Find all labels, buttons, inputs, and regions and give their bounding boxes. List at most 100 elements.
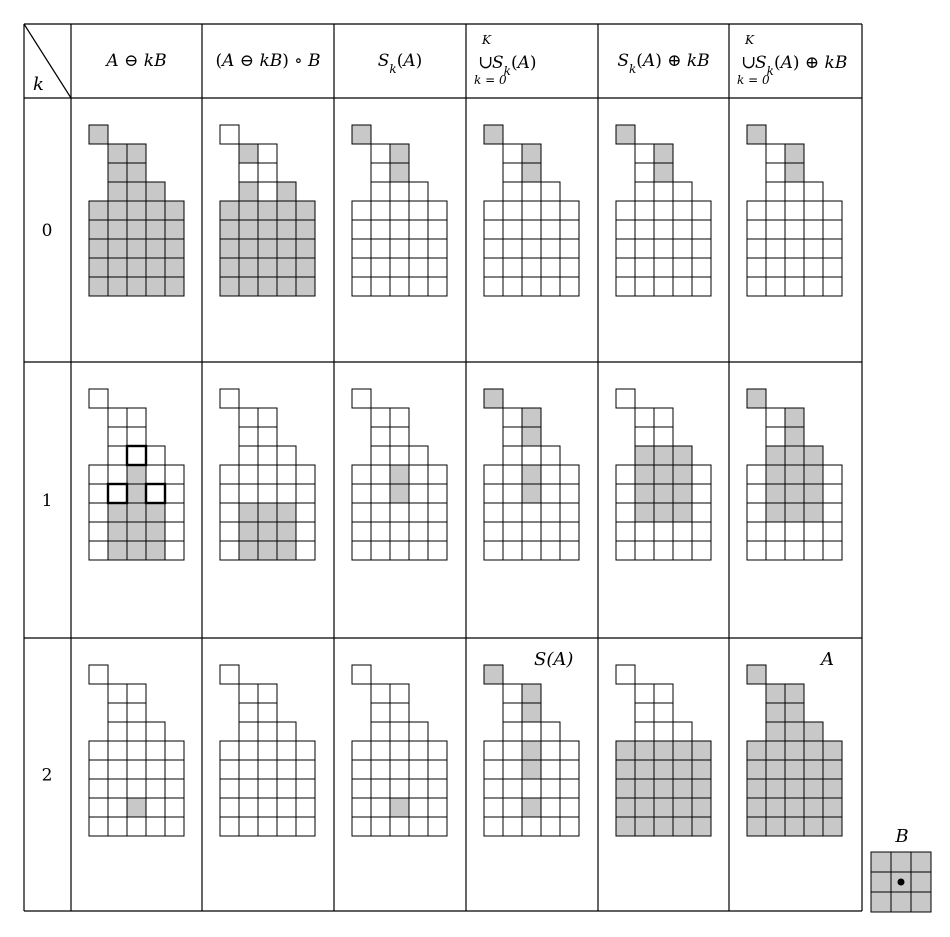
pixel-empty <box>295 540 316 561</box>
pixel-empty <box>145 778 166 799</box>
union-lower-limit: k = 0 <box>737 73 770 87</box>
pixel-shaded <box>351 124 372 145</box>
pixel-empty <box>540 740 561 761</box>
pixel-empty <box>257 683 278 704</box>
pixel-shaded <box>634 464 655 485</box>
grid-figure: S(A) <box>483 649 580 837</box>
pixel-empty <box>389 276 410 297</box>
column-header-expression: Sk(A) ⊕ kB <box>755 53 847 78</box>
pixel-shaded <box>653 464 674 485</box>
pixel-empty <box>389 721 410 742</box>
pixel-empty <box>521 276 542 297</box>
pixel-empty <box>295 778 316 799</box>
pixel-shaded <box>126 257 147 278</box>
pixel-empty <box>502 200 523 221</box>
pixel-shaded <box>634 483 655 504</box>
pixel-shaded <box>238 502 259 523</box>
grid-figure <box>746 388 843 561</box>
origin-dot <box>897 878 905 886</box>
pixel-empty <box>784 257 805 278</box>
pixel-empty <box>145 464 166 485</box>
pixel-shaded <box>615 816 636 837</box>
pixel-empty <box>483 759 504 780</box>
grid-figure <box>88 664 185 837</box>
pixel-empty <box>765 407 786 428</box>
pixel-empty <box>145 740 166 761</box>
pixel-empty <box>257 740 278 761</box>
pixel-empty <box>107 740 128 761</box>
pixel-empty <box>765 143 786 164</box>
pixel-empty <box>784 181 805 202</box>
pixel-empty <box>276 483 297 504</box>
pixel-empty <box>653 257 674 278</box>
pixel-empty <box>483 219 504 240</box>
union-lower-limit: k = 0 <box>474 73 507 87</box>
pixel-shaded <box>765 816 786 837</box>
pixel-empty <box>427 759 448 780</box>
pixel-shaded <box>691 778 712 799</box>
pixel-shaded <box>822 797 843 818</box>
pixel-shaded <box>276 219 297 240</box>
pixel-empty <box>219 124 240 145</box>
pixel-shaded <box>672 483 693 504</box>
corner-diagonal <box>23 23 72 99</box>
pixel-shaded <box>784 162 805 183</box>
row-label-k: 2 <box>42 766 53 786</box>
pixel-empty <box>389 740 410 761</box>
pixel-shaded <box>784 759 805 780</box>
pixel-empty <box>784 219 805 240</box>
pixel-empty <box>427 483 448 504</box>
pixel-shaded <box>653 162 674 183</box>
pixel-empty <box>634 407 655 428</box>
pixel-empty <box>559 778 580 799</box>
pixel-shaded <box>295 257 316 278</box>
pixel-empty <box>427 276 448 297</box>
pixel-shaded <box>238 238 259 259</box>
pixel-empty <box>238 162 259 183</box>
pixel-shaded <box>145 521 166 542</box>
pixel-empty <box>370 483 391 504</box>
pixel-shaded <box>672 464 693 485</box>
pixel-empty <box>351 483 372 504</box>
pixel-shaded <box>276 276 297 297</box>
pixel-empty <box>822 219 843 240</box>
pixel-shaded <box>126 238 147 259</box>
structuring-pixel <box>870 871 892 893</box>
pixel-empty <box>257 759 278 780</box>
pixel-empty <box>559 238 580 259</box>
pixel-empty <box>672 219 693 240</box>
pixel-shaded <box>765 721 786 742</box>
pixel-empty <box>502 816 523 837</box>
pixel-empty <box>88 483 109 504</box>
pixel-empty <box>540 797 561 818</box>
pixel-empty <box>540 219 561 240</box>
pixel-empty <box>540 816 561 837</box>
pixel-empty <box>88 388 109 409</box>
pixel-empty <box>164 540 185 561</box>
grid-figure <box>483 388 580 561</box>
pixel-empty <box>803 540 824 561</box>
pixel-empty <box>483 778 504 799</box>
pixel-empty <box>219 740 240 761</box>
pixel-empty <box>765 200 786 221</box>
pixel-empty <box>746 464 767 485</box>
column-header-union-dilation: K ∪k = 0Sk(A) ⊕ kB <box>737 33 847 87</box>
pixel-empty <box>427 219 448 240</box>
pixel-empty <box>521 445 542 466</box>
pixel-shaded <box>691 816 712 837</box>
pixel-shaded <box>389 464 410 485</box>
pixel-empty <box>559 276 580 297</box>
pixel-shaded <box>126 162 147 183</box>
pixel-shaded <box>238 257 259 278</box>
pixel-empty <box>88 521 109 542</box>
pixel-empty <box>502 181 523 202</box>
grid-figure <box>483 124 580 297</box>
pixel-empty <box>634 181 655 202</box>
pixel-empty <box>408 721 429 742</box>
pixel-empty <box>351 257 372 278</box>
pixel-shaded <box>238 219 259 240</box>
pixel-shaded <box>389 797 410 818</box>
pixel-empty <box>164 521 185 542</box>
pixel-empty <box>559 483 580 504</box>
pixel-shaded <box>765 778 786 799</box>
